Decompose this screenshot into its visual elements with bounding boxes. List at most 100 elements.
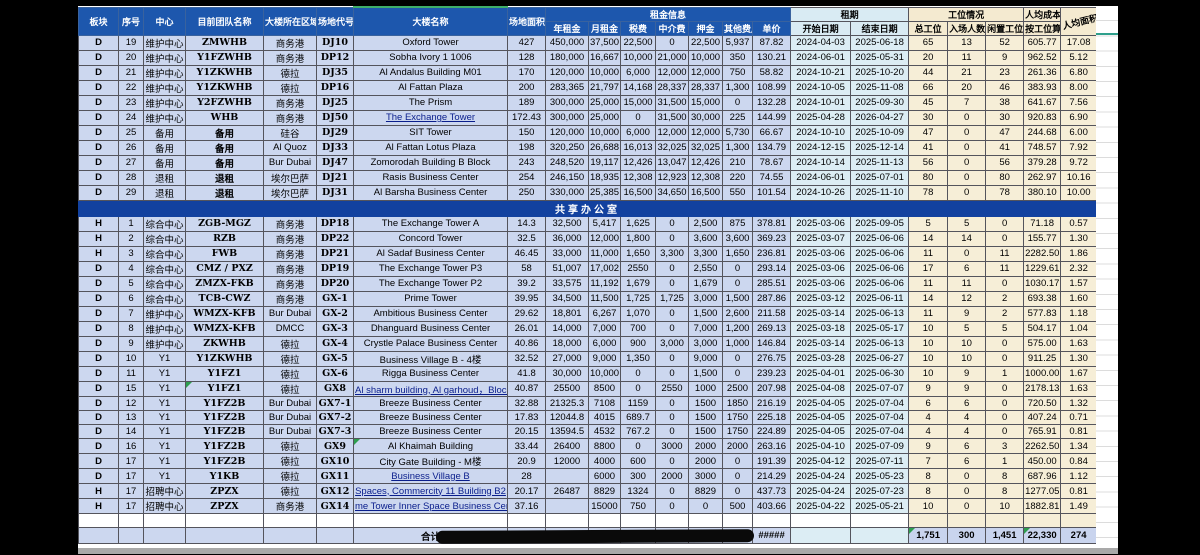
cell[interactable]: 2025-07-04	[850, 409, 910, 425]
cell[interactable]: 12,000	[655, 64, 689, 81]
cell[interactable]: 德拉	[263, 335, 317, 352]
cell[interactable]: 0.57	[1060, 215, 1098, 232]
cell[interactable]: ZMZX-FKB	[185, 275, 264, 292]
cell[interactable]: 21	[947, 64, 987, 81]
cell[interactable]: 2025-07-11	[850, 453, 910, 470]
cell[interactable]: 26	[118, 139, 144, 156]
cell[interactable]: 9	[947, 380, 987, 397]
cell[interactable]: 8.00	[1060, 79, 1098, 96]
cell[interactable]: 1.30	[1060, 230, 1098, 247]
cell[interactable]: 2025-03-14	[790, 305, 852, 322]
cell[interactable]: 商务港	[263, 94, 317, 111]
cell[interactable]: 0.84	[1060, 453, 1098, 470]
cell[interactable]: 25,000	[588, 109, 621, 126]
cell[interactable]: 689.7	[620, 409, 656, 425]
cell[interactable]: 750	[620, 498, 656, 515]
cell[interactable]: DP16	[316, 79, 354, 96]
cell[interactable]	[1023, 513, 1062, 529]
cell[interactable]: 17.08	[1060, 34, 1098, 51]
cell[interactable]: Y1ZKWHB	[185, 350, 264, 367]
cell[interactable]: 2025-06-13	[850, 335, 910, 352]
cell[interactable]: 埃尔巴萨	[263, 169, 317, 186]
cell[interactable]: 12000	[545, 453, 589, 470]
cell[interactable]: 备用	[185, 124, 264, 141]
cell[interactable]	[850, 527, 910, 545]
cell[interactable]: 13594.5	[545, 423, 589, 440]
cell[interactable]: 1229.61	[1023, 260, 1062, 277]
cell[interactable]: D	[78, 64, 119, 81]
cell[interactable]: 2025-03-12	[790, 290, 852, 307]
header-group-seats[interactable]: 工位情况	[908, 6, 1025, 22]
cell[interactable]: 10	[947, 335, 987, 352]
cell[interactable]: DMCC	[263, 320, 317, 337]
cell[interactable]: 4	[947, 423, 987, 440]
cell[interactable]: 11	[908, 305, 949, 322]
cell[interactable]: 378.81	[751, 215, 792, 232]
cell[interactable]: 备用	[143, 154, 186, 171]
cell[interactable]	[751, 513, 792, 529]
cell[interactable]: SIT Tower	[353, 124, 508, 141]
header-group-rent[interactable]: 租金信息	[544, 6, 792, 22]
cell[interactable]: 2025-03-14	[790, 335, 852, 352]
cell[interactable]: 12044.8	[545, 409, 589, 425]
cell[interactable]: 2025-03-28	[790, 350, 852, 367]
cell[interactable]: 0	[985, 409, 1025, 425]
cell[interactable]: GX-2	[316, 305, 354, 322]
cell[interactable]	[353, 513, 508, 529]
cell[interactable]: 2025-05-31	[850, 49, 910, 66]
cell[interactable]: 6.80	[1060, 64, 1098, 81]
cell[interactable]: 17	[118, 468, 144, 485]
cell[interactable]: 2026-04-27	[850, 109, 910, 126]
header-zhongxin[interactable]: 中心	[143, 6, 186, 36]
cell[interactable]: 0	[947, 169, 987, 186]
cell[interactable]: 2025-04-05	[790, 395, 852, 411]
cell[interactable]: 0	[655, 395, 689, 411]
cell[interactable]: Y1	[143, 380, 186, 397]
cell[interactable]	[688, 513, 723, 529]
cell[interactable]: 2025-03-06	[790, 245, 852, 262]
cell[interactable]: 9	[947, 365, 987, 382]
cell[interactable]: 17	[118, 498, 144, 515]
header-deposit[interactable]: 押金	[688, 20, 723, 36]
cell[interactable]: 6,000	[620, 124, 656, 141]
cell[interactable]: D	[78, 109, 119, 126]
cell[interactable]: 2024-06-01	[790, 169, 852, 186]
header-team[interactable]: 目前团队名称	[185, 6, 264, 36]
cell[interactable]: Y1ZKWHB	[185, 79, 264, 96]
cell[interactable]: 10,000	[620, 49, 656, 66]
cell[interactable]	[118, 513, 144, 529]
cell[interactable]: 41.8	[507, 365, 546, 382]
cell[interactable]: 4	[118, 260, 144, 277]
cell[interactable]: 0.81	[1060, 423, 1098, 440]
cell[interactable]: 320,250	[545, 139, 589, 156]
cell[interactable]: 0	[655, 260, 689, 277]
cell[interactable]: 3000	[655, 438, 689, 455]
cell[interactable]: TCB-CWZ	[185, 290, 264, 307]
cell[interactable]: RZB	[185, 230, 264, 247]
cell[interactable]: 39.95	[507, 290, 546, 307]
header-people[interactable]: 入场人数	[947, 20, 987, 36]
cell[interactable]: 2025-06-13	[850, 305, 910, 322]
cell[interactable]: 维护中心	[143, 79, 186, 96]
cell[interactable]: 17	[908, 260, 949, 277]
cell[interactable]: 5,417	[588, 215, 621, 232]
cell[interactable]: 2025-09-30	[850, 94, 910, 111]
cell[interactable]	[620, 513, 656, 529]
cell[interactable]: DJ31	[316, 184, 354, 201]
cell[interactable]: D	[78, 94, 119, 111]
cell[interactable]	[143, 513, 186, 529]
cell[interactable]: 450.00	[1023, 453, 1062, 470]
cell[interactable]: 2025-04-12	[790, 453, 852, 470]
cell[interactable]: 8500	[588, 380, 621, 397]
cell[interactable]: Al Barsha Business Center	[353, 184, 508, 201]
cell[interactable]: 1000	[688, 380, 723, 397]
cell[interactable]: 45	[908, 94, 949, 111]
cell[interactable]: 2025-12-14	[850, 139, 910, 156]
cell[interactable]: The Exchange Tower P3	[353, 260, 508, 277]
cell[interactable]: 25,000	[588, 94, 621, 111]
cell[interactable]: D	[78, 395, 119, 411]
cell[interactable]: 8	[985, 483, 1025, 500]
cell[interactable]: 0	[985, 230, 1025, 247]
cell[interactable]: 1500	[688, 409, 723, 425]
cell[interactable]: 1850	[722, 395, 753, 411]
